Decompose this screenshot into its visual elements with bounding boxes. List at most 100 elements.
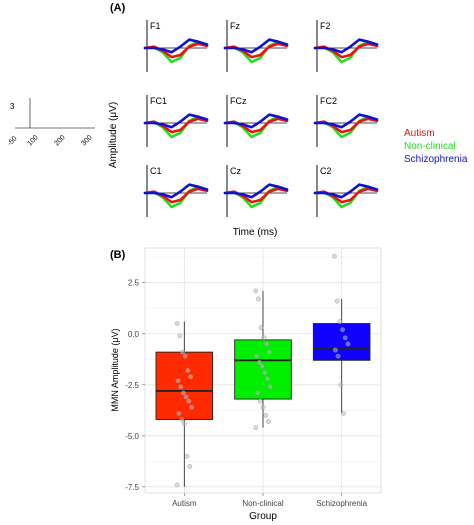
data-point: [345, 341, 351, 347]
panel-b-xlabel: Group: [249, 511, 277, 522]
data-point: [260, 404, 266, 410]
box-schizophrenia: [312, 253, 371, 416]
data-point: [186, 398, 192, 404]
data-point: [337, 319, 343, 324]
data-point: [338, 382, 344, 388]
boxplot: -7.5 -5.0 -2.5 0.0 2.5 Autism Non-clinical Schi…: [125, 248, 381, 508]
data-point: [257, 398, 263, 404]
panel-b-ylabel: MMN Amplitude (μV): [110, 328, 120, 411]
data-point: [265, 376, 270, 382]
erp-cell-fz: Fz: [223, 20, 289, 72]
box-non-clinical: [234, 288, 292, 431]
scale-bar-x-tick: 100: [26, 134, 39, 147]
electrode-label: F1: [150, 21, 161, 31]
legend-non-clinical: Non-clinical: [404, 141, 456, 152]
data-point: [180, 349, 185, 355]
data-point: [266, 349, 272, 355]
electrode-label: C1: [150, 166, 162, 176]
x-tick-label: Non-clinical: [242, 499, 284, 508]
erp-cell-fc1: FC1: [143, 95, 209, 147]
data-point: [255, 390, 261, 396]
erp-line-schizophrenia: [223, 113, 289, 129]
data-point: [179, 417, 185, 422]
data-point: [188, 374, 194, 380]
data-point: [261, 335, 267, 341]
box-body: [155, 351, 214, 420]
data-point: [175, 378, 181, 384]
data-point: [256, 359, 262, 365]
y-tick-label: 0.0: [128, 330, 140, 339]
scale-bar: 3 -50 100 200 300: [6, 98, 95, 147]
data-point: [178, 384, 184, 390]
data-point: [254, 353, 260, 359]
erp-cell-fcz: FCz: [223, 95, 289, 147]
erp-grid: F1 Fz F2 FC1 FCz FC2 C1 Cz C2: [143, 20, 379, 217]
scale-bar-y-tick: 3: [10, 102, 15, 111]
erp-line-schizophrenia: [223, 38, 289, 54]
scale-bar-x-tick: 300: [80, 134, 93, 147]
electrode-label: FC1: [150, 96, 167, 106]
erp-line-schizophrenia: [143, 113, 209, 129]
legend-schizophrenia: Schizophrenia: [404, 154, 468, 165]
electrode-label: FC2: [320, 96, 337, 106]
y-tick-label: -2.5: [125, 381, 139, 390]
electrode-label: Cz: [230, 166, 241, 176]
scale-bar-x-tick: -50: [6, 135, 18, 147]
scale-bar-x-tick: 200: [53, 134, 66, 147]
data-point: [174, 321, 180, 326]
y-tick-label: -5.0: [125, 432, 139, 441]
erp-cell-cz: Cz: [223, 165, 289, 217]
data-point: [332, 253, 337, 259]
panel-b-label: (B): [110, 249, 126, 261]
erp-cell-c2: C2: [313, 165, 379, 217]
x-tick-label: Autism: [172, 499, 197, 508]
erp-cell-f1: F1: [143, 20, 209, 72]
panel-a-xlabel: Time (ms): [233, 227, 278, 238]
data-point: [253, 288, 259, 294]
data-point: [184, 453, 190, 459]
electrode-label: C2: [320, 166, 332, 176]
electrode-label: F2: [320, 21, 331, 31]
erp-line-schizophrenia: [143, 183, 209, 199]
data-point: [174, 482, 180, 488]
box-body: [234, 339, 292, 400]
x-tick-label: Schizophrenia: [316, 499, 367, 508]
y-tick-label: 2.5: [128, 279, 140, 288]
erp-line-schizophrenia: [223, 183, 289, 199]
data-point: [181, 421, 187, 426]
electrode-label: Fz: [230, 21, 240, 31]
data-point: [258, 325, 264, 331]
data-point: [332, 347, 338, 353]
data-point: [183, 394, 189, 400]
data-point: [189, 404, 194, 410]
data-point: [334, 298, 340, 304]
erp-line-schizophrenia: [313, 183, 379, 199]
electrode-label: FCz: [230, 96, 247, 106]
data-point: [267, 384, 273, 390]
data-point: [182, 353, 188, 359]
erp-line-schizophrenia: [313, 38, 379, 54]
data-point: [340, 327, 345, 333]
data-point: [187, 464, 193, 469]
data-point: [253, 425, 259, 431]
data-point: [177, 333, 183, 339]
data-point: [265, 419, 271, 424]
legend-autism: Autism: [404, 128, 435, 139]
data-point: [259, 364, 265, 369]
erp-line-schizophrenia: [143, 38, 209, 54]
box-autism: [155, 321, 214, 488]
erp-cell-fc2: FC2: [313, 95, 379, 147]
data-point: [342, 335, 348, 341]
data-point: [185, 368, 191, 373]
panel-a-ylabel: Amplitude (μV): [108, 102, 119, 168]
data-point: [263, 413, 269, 418]
panel-a-legend: Autism Non-clinical Schizophrenia: [404, 128, 468, 165]
data-point: [256, 296, 261, 302]
data-point: [341, 410, 346, 416]
data-point: [262, 370, 268, 375]
panel-a-label: (A): [110, 2, 126, 14]
erp-cell-c1: C1: [143, 165, 209, 217]
erp-cell-f2: F2: [313, 20, 379, 72]
data-point: [264, 341, 269, 347]
